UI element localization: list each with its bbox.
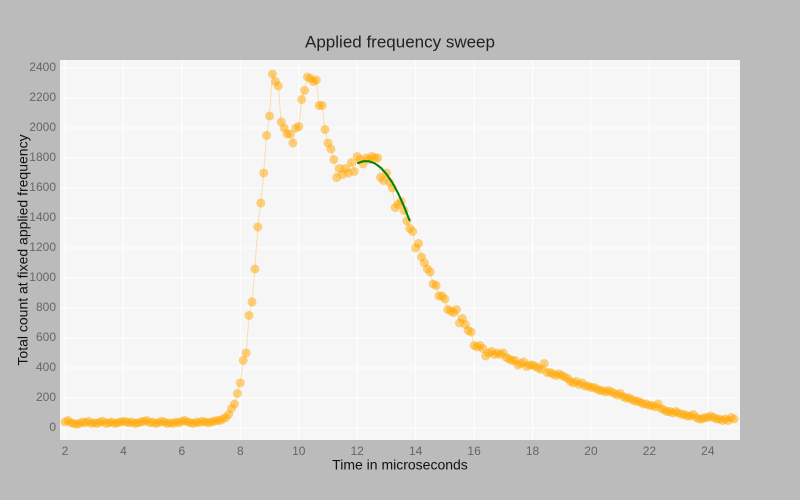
data-point <box>349 166 359 176</box>
x-tick-label: 12 <box>351 444 365 458</box>
x-tick-label: 22 <box>643 444 657 458</box>
y-tick-label: 2400 <box>29 60 56 74</box>
data-point <box>253 222 263 232</box>
y-tick-label: 2200 <box>29 90 56 104</box>
y-axis-title: Total count at fixed applied frequency <box>15 134 31 365</box>
x-axis-title: Time in microseconds <box>332 457 468 473</box>
y-tick-label: 0 <box>49 420 56 434</box>
chart-title: Applied frequency sweep <box>305 32 495 51</box>
data-point <box>320 124 330 134</box>
y-tick-label: 200 <box>36 390 56 404</box>
x-tick-label: 16 <box>467 444 481 458</box>
data-point <box>452 304 462 314</box>
data-point <box>297 94 307 104</box>
x-tick-label: 8 <box>237 444 244 458</box>
x-tick-label: 2 <box>62 444 69 458</box>
data-point <box>262 130 272 140</box>
data-point <box>425 267 435 277</box>
data-point <box>247 297 257 307</box>
data-point <box>311 75 321 85</box>
x-tick-label: 10 <box>292 444 306 458</box>
y-tick-label: 600 <box>36 330 56 344</box>
data-point <box>267 69 277 79</box>
data-point <box>440 294 450 304</box>
data-point <box>346 157 356 167</box>
data-point <box>241 348 251 358</box>
y-tick-label: 800 <box>36 300 56 314</box>
data-point <box>256 198 266 208</box>
data-point <box>729 414 739 424</box>
grid <box>60 60 740 440</box>
x-tick-label: 20 <box>584 444 598 458</box>
data-point <box>250 264 260 274</box>
y-tick-label: 1000 <box>29 270 56 284</box>
data-point <box>265 111 275 121</box>
data-point <box>244 310 254 320</box>
marks <box>60 69 739 429</box>
data-point <box>232 388 242 398</box>
data-point <box>373 153 383 163</box>
data-point <box>326 144 336 154</box>
data-point <box>273 81 283 91</box>
data-point <box>285 129 295 139</box>
data-point <box>414 238 424 248</box>
y-tick-label: 2000 <box>29 120 56 134</box>
x-tick-label: 24 <box>701 444 715 458</box>
x-tick-label: 18 <box>526 444 540 458</box>
x-tick-label: 4 <box>120 444 127 458</box>
x-tick-label: 14 <box>409 444 423 458</box>
y-tick-label: 1600 <box>29 180 56 194</box>
data-point <box>259 168 269 178</box>
data-point <box>300 85 310 95</box>
data-point <box>329 154 339 164</box>
data-point <box>235 378 245 388</box>
y-tick-label: 400 <box>36 360 56 374</box>
x-tick-label: 6 <box>179 444 186 458</box>
data-point <box>408 226 418 236</box>
data-point <box>229 399 239 409</box>
y-tick-label: 1800 <box>29 150 56 164</box>
data-point <box>294 121 304 131</box>
plot-area <box>60 60 740 440</box>
y-tick-label: 1400 <box>29 210 56 224</box>
data-point <box>539 358 549 368</box>
data-point <box>431 280 441 290</box>
y-tick-label: 1200 <box>29 240 56 254</box>
data-point <box>288 138 298 148</box>
data-point <box>466 327 476 337</box>
fit-line <box>356 160 411 222</box>
data-point <box>238 355 248 365</box>
data-point <box>317 100 327 110</box>
